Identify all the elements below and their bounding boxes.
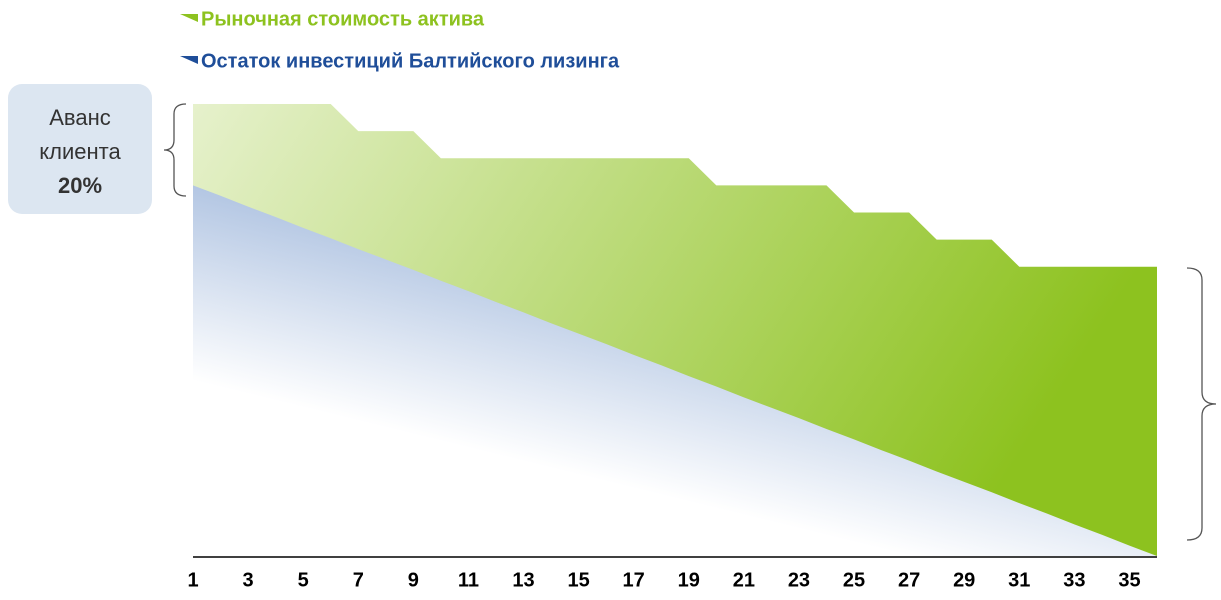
x-tick-label: 15	[567, 569, 589, 591]
x-tick-label: 5	[298, 569, 309, 591]
x-tick-label: 25	[843, 569, 865, 591]
x-tick-label: 7	[353, 569, 364, 591]
x-tick-label: 19	[678, 569, 700, 591]
x-tick-label: 35	[1118, 569, 1140, 591]
x-tick-label: 29	[953, 569, 975, 591]
x-tick-label: 17	[623, 569, 645, 591]
brace	[163, 103, 187, 197]
legend-label: Остаток инвестиций Балтийского лизинга	[201, 50, 620, 72]
x-tick-label: 27	[898, 569, 920, 591]
brace	[1186, 267, 1217, 541]
legend-icon	[180, 14, 198, 22]
legend-label: Рыночная стоимость актива	[201, 8, 485, 30]
x-tick-label: 23	[788, 569, 810, 591]
area	[193, 185, 1157, 557]
legend-icon	[180, 56, 198, 64]
x-tick-label: 21	[733, 569, 755, 591]
x-tick-label: 13	[512, 569, 534, 591]
x-tick-label: 3	[243, 569, 254, 591]
x-tick-label: 9	[408, 569, 419, 591]
x-tick-label: 1	[187, 569, 198, 591]
annotation-text: клиента	[39, 139, 121, 164]
annotation-text: 20%	[58, 173, 102, 198]
annotation-box	[8, 84, 152, 214]
x-tick-label: 31	[1008, 569, 1030, 591]
x-tick-label: 33	[1063, 569, 1085, 591]
x-tick-label: 11	[458, 569, 479, 591]
annotation-text: Аванс	[49, 105, 111, 130]
